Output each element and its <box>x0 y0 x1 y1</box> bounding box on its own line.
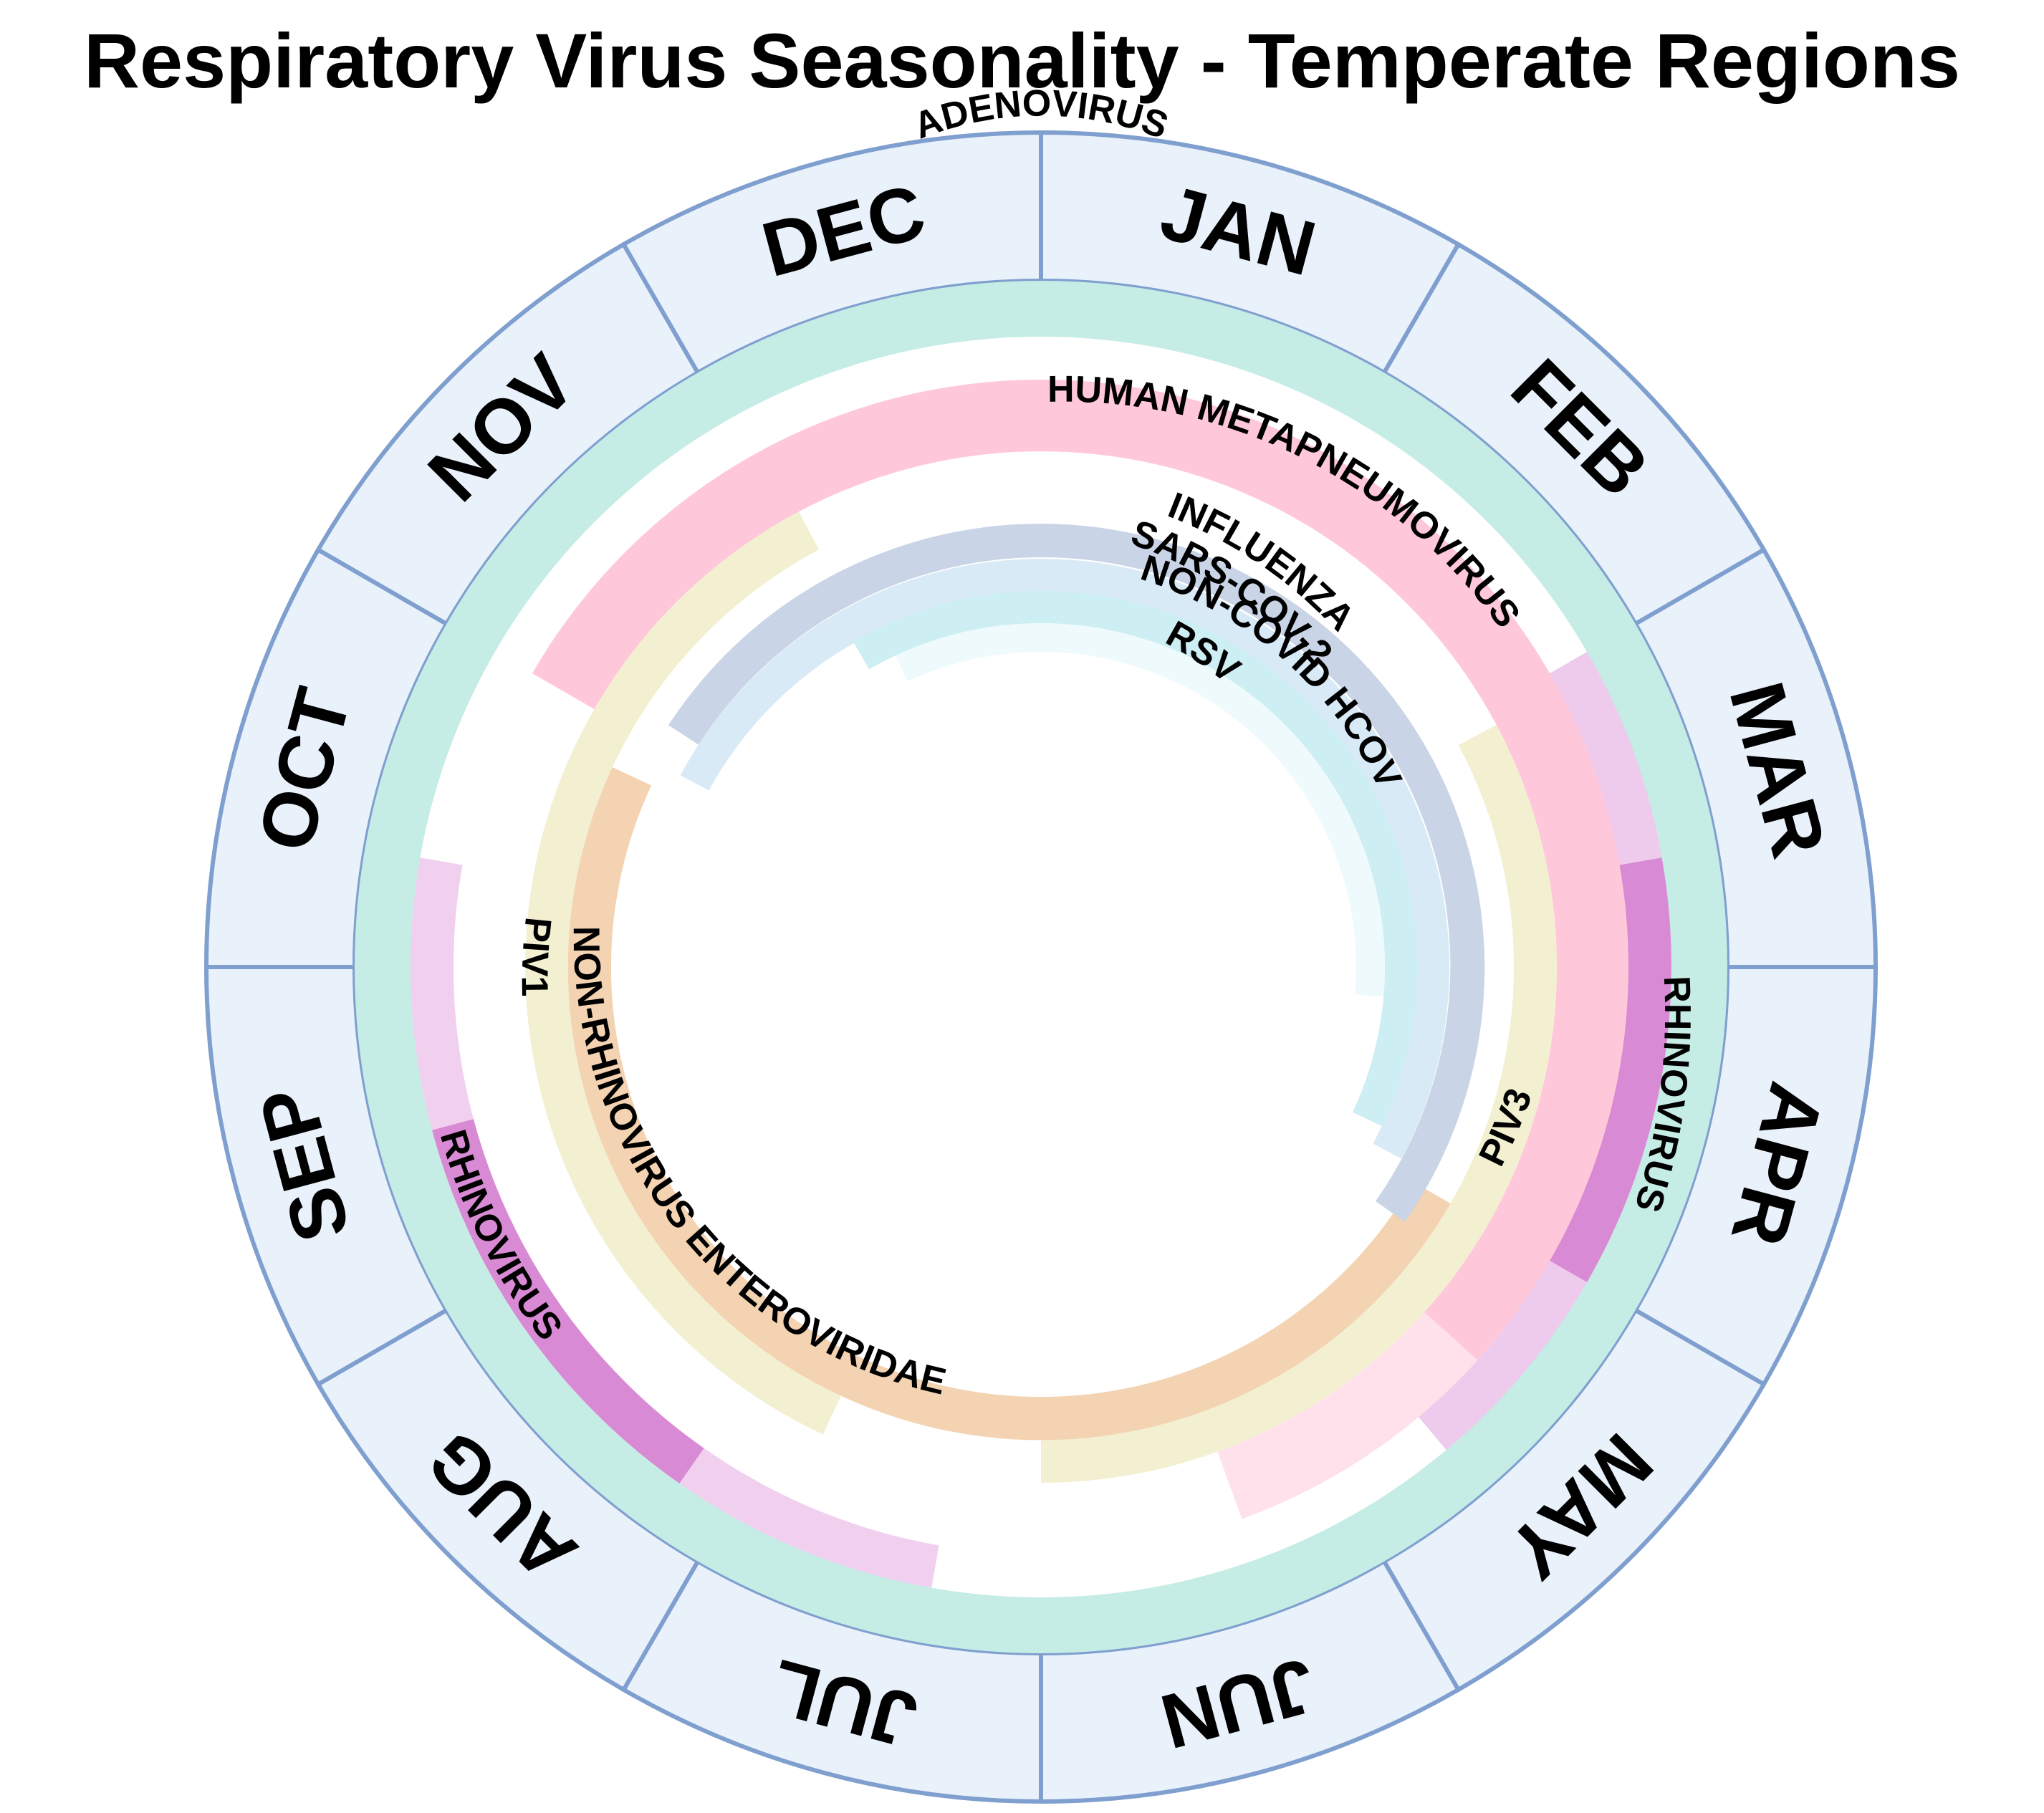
page-title: Respiratory Virus Seasonality - Temperat… <box>84 17 1960 104</box>
band-rhinovirus-fall <box>679 1448 939 1588</box>
label-piv1: PIV1 <box>514 915 559 997</box>
band-rhinovirus-spring <box>1550 857 1671 1282</box>
band-piv1 <box>525 511 842 1435</box>
band-rhinovirus-fall <box>432 1119 704 1483</box>
band-rhinovirus-spring <box>1550 652 1662 865</box>
band-non-covid-hcov <box>853 590 1418 1126</box>
band-rhinovirus-fall <box>411 857 474 1130</box>
band-piv3 <box>1041 725 1557 1483</box>
virus-rings <box>355 281 1727 1653</box>
month-segment-dec <box>620 130 1043 376</box>
band-hmpv <box>532 379 1629 1360</box>
band-rhinovirus-spring <box>1419 1261 1588 1451</box>
band-rsv <box>896 622 1386 997</box>
band-hmpv <box>1217 1312 1478 1519</box>
